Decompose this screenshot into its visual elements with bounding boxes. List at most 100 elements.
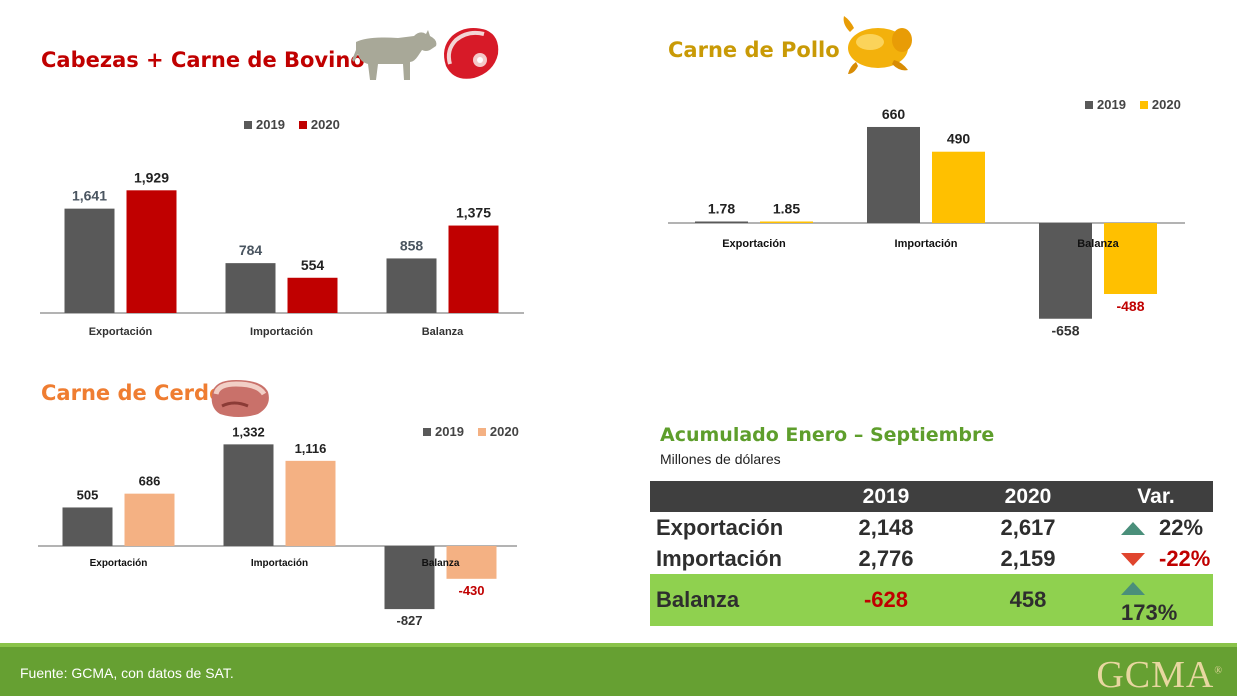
chicken-category-label: Balanza [1077,238,1119,250]
beef-category-label: Exportación [89,326,153,338]
chicken-section-title: Carne de Pollo [668,38,840,62]
pork-legend-label-2020: 2020 [489,424,519,439]
chicken-bar [1039,223,1092,319]
charts-canvas: 1,641 1,929 Exportación 784 554 Importación 85… [38,106,1185,628]
chicken-legend: 2019 2020 [1085,97,1181,112]
summary-subtitle: Millones de dólares [660,451,781,467]
chicken-bar [760,221,813,223]
summary-row-2019: -628 [815,574,957,626]
beef-legend-swatch-2020 [298,120,307,129]
summary-row-2019: 2,776 [858,545,914,571]
chicken-legend-label-2020: 2020 [1151,97,1181,112]
beef-value-label: 554 [301,257,325,273]
pork-bar [223,444,274,546]
pork-category-label: Exportación [90,558,148,569]
chicken-bar [932,151,985,223]
pork-value-label: 1,116 [295,441,327,456]
chicken-value-label: -488 [1116,298,1144,314]
summary-header-row: 2019 2020 Var. [650,481,1213,512]
beef-value-label: 784 [239,242,263,258]
summary-row-var: -22% [1099,543,1213,574]
pork-legend-swatch-2020 [477,427,486,436]
beef-legend: 2019 2020 [244,117,340,132]
pork-bar [384,546,435,610]
gcma-logo-mark: ® [1214,665,1223,677]
summary-row-export: Exportación 2,148 2,617 22% [650,512,1213,543]
chicken-legend-label-2019: 2019 [1097,97,1126,112]
pork-chart: 505 686 Exportación 1,332 1,116 Importación -8… [38,424,517,628]
summary-row-2020: 2,617 [1000,514,1056,540]
pork-value-label: -827 [396,613,422,628]
summary-header-blank [650,481,815,512]
summary-table: 2019 2020 Var. Exportación 2,148 2,617 2… [650,481,1213,626]
summary-row-var-value: 22% [1159,514,1204,540]
chicken-value-label: -658 [1051,323,1079,339]
pork-value-label: 686 [139,474,161,489]
summary-header-2019: 2019 [815,481,957,512]
beef-bar [448,225,499,313]
chicken-value-label: 660 [882,106,906,122]
pork-category-label: Balanza [422,558,460,569]
chicken-chart: 1.78 1.85 Exportación 660 490 Importación -658… [668,106,1185,339]
summary-row-var-value: -22% [1159,545,1211,571]
beef-bar [287,277,338,313]
chicken-category-label: Exportación [722,238,786,250]
chicken-category-label: Importación [895,238,958,250]
footer-source: Fuente: GCMA, con datos de SAT. [20,665,234,681]
summary-row-var-value: 173% [1121,600,1178,625]
pork-legend: 2019 2020 [423,424,519,439]
pork-section-title: Carne de Cerdo [41,381,224,405]
beef-value-label: 858 [400,237,424,253]
footer-bar: Fuente: GCMA, con datos de SAT. GCMA® [0,643,1237,696]
triangle-up-icon [1121,522,1145,536]
beef-bar [64,208,115,313]
summary-row-2020: 2,159 [1000,545,1056,571]
pork-bar [124,493,175,546]
pork-bar [285,460,336,546]
summary-row-2019: 2,148 [858,514,914,540]
beef-value-label: 1,929 [134,169,169,185]
beef-section-title: Cabezas + Carne de Bovino [41,48,365,72]
summary-row-var: 173% [1099,574,1213,626]
footer-accent-line [0,643,1237,647]
beef-bar [126,190,177,313]
chicken-legend-swatch-2019 [1085,100,1093,109]
beef-bar [225,263,276,313]
chicken-bar [695,221,748,223]
pork-value-label: 1,332 [232,424,265,439]
summary-row-balance: Balanza -628 458 173% [650,574,1213,626]
pork-legend-swatch-2019 [423,427,431,436]
summary-row-2020: 458 [957,574,1099,626]
summary-row-label: Balanza [650,574,815,626]
beef-legend-label-2019: 2019 [256,117,285,132]
gcma-logo: GCMA® [1096,653,1223,696]
summary-header-var: Var. [1099,481,1213,512]
summary-row-label: Importación [656,545,782,571]
beef-value-label: 1,375 [456,205,491,221]
chicken-value-label: 1.85 [773,201,800,217]
roast-chicken-icon [843,16,912,74]
gcma-logo-text: GCMA [1096,654,1215,696]
summary-row-import: Importación 2,776 2,159 -22% [650,543,1213,574]
beef-category-label: Importación [250,326,313,338]
summary-row-var: 22% [1099,512,1213,543]
chicken-value-label: 1.78 [708,201,735,217]
pork-bar [62,507,113,546]
pork-legend-label-2019: 2019 [435,424,464,439]
summary-header-2020: 2020 [957,481,1099,512]
beef-value-label: 1,641 [72,188,107,204]
pork-value-label: -430 [458,583,484,598]
chicken-legend-swatch-2020 [1139,100,1148,109]
beef-chart: 1,641 1,929 Exportación 784 554 Importación 85… [40,169,524,338]
chicken-bar [867,126,920,223]
triangle-up-icon [1121,581,1145,595]
triangle-down-icon [1121,553,1145,567]
beef-category-label: Balanza [422,326,464,338]
beef-legend-swatch-2019 [244,120,252,129]
pork-cut-icon [211,380,269,417]
summary-title: Acumulado Enero – Septiembre [660,424,995,446]
cow-icon [352,30,437,80]
beef-bar [386,258,437,313]
summary-row-label: Exportación [656,514,784,540]
beef-legend-label-2020: 2020 [310,117,340,132]
